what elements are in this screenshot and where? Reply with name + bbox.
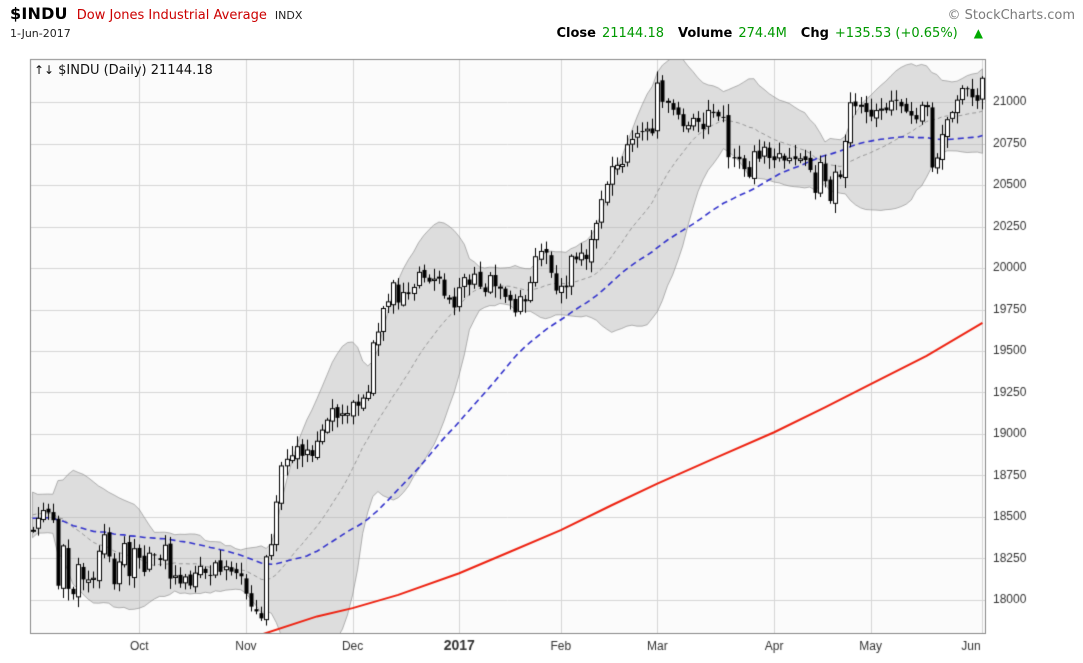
chart-legend: ↑↓ $INDU (Daily) 21144.18	[34, 63, 213, 78]
chg-value: +135.53 (+0.65%)	[834, 26, 958, 41]
exchange-label: INDX	[274, 9, 303, 22]
chg-label: Chg	[800, 26, 829, 41]
chart-date: 1-Jun-2017	[10, 27, 71, 40]
header-title-row: $INDU Dow Jones Industrial Average INDX …	[0, 4, 1083, 23]
close-value: 21144.18	[601, 26, 664, 41]
volume-label: Volume	[678, 26, 733, 41]
quote-summary: Close 21144.18 Volume 274.4M Chg +135.53…	[556, 26, 983, 41]
security-name: Dow Jones Industrial Average	[76, 8, 267, 23]
volume-value: 274.4M	[738, 26, 787, 41]
updown-arrows-icon: ↑↓	[34, 63, 55, 77]
price-chart-canvas	[0, 56, 1083, 663]
symbol: $INDU	[10, 4, 68, 23]
chart-legend-label: $INDU (Daily) 21144.18	[58, 63, 213, 78]
up-triangle-icon: ▲	[973, 26, 983, 40]
stockcharts-copyright-link[interactable]: © StockCharts.com	[947, 8, 1075, 23]
close-label: Close	[556, 26, 596, 41]
price-chart-area: ↑↓ $INDU (Daily) 21144.18	[0, 56, 1083, 663]
header-quote-row: 1-Jun-2017 Close 21144.18 Volume 274.4M …	[0, 23, 1083, 41]
chart-header: $INDU Dow Jones Industrial Average INDX …	[0, 0, 1083, 56]
